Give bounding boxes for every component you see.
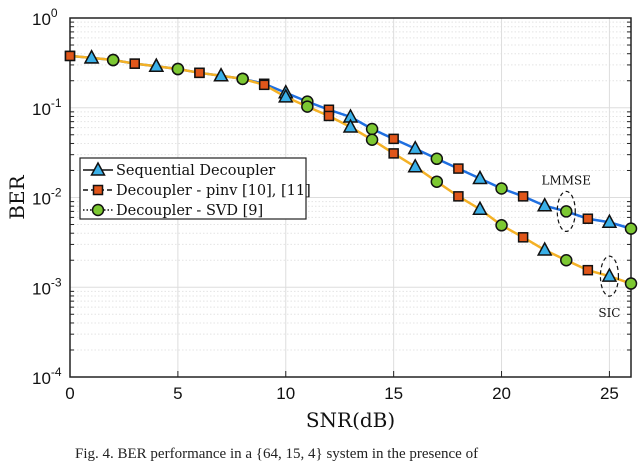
square-marker: [582, 264, 594, 276]
triangle-marker: [342, 118, 359, 133]
triangle-marker: [536, 197, 553, 212]
annotation-label: SIC: [598, 306, 620, 320]
square-marker: [194, 67, 205, 79]
circle-marker: [430, 175, 444, 188]
circle-marker: [106, 53, 120, 67]
circle-marker: [560, 253, 573, 267]
triangle-marker: [472, 200, 488, 215]
x-tick-label: 15: [384, 384, 403, 403]
triangle-marker: [601, 267, 618, 282]
y-axis-label: BER: [5, 174, 29, 219]
square-marker: [517, 232, 529, 243]
triangle-marker: [536, 241, 553, 256]
triangle-marker: [83, 49, 100, 64]
circle-marker: [365, 122, 379, 136]
triangle-marker: [472, 169, 488, 185]
circle-marker: [236, 72, 249, 86]
square-marker: [64, 50, 76, 62]
square-marker: [453, 191, 464, 202]
circle-marker: [171, 62, 185, 76]
square-marker: [92, 184, 104, 196]
x-axis-label: SNR(dB): [306, 408, 395, 432]
triangle-marker: [90, 161, 106, 176]
legend-label: Sequential Decoupler: [116, 163, 275, 179]
x-tick-label: 20: [492, 384, 511, 403]
square-marker: [582, 213, 594, 224]
y-tick-label: 10-4: [32, 365, 62, 388]
triangle-marker: [407, 140, 423, 155]
square-marker: [388, 133, 399, 145]
legend-label: Decoupler - SVD [9]: [116, 203, 263, 219]
square-marker: [517, 191, 529, 202]
circle-marker: [495, 182, 508, 195]
annotation-ellipse: [556, 190, 576, 233]
circle-marker: [301, 100, 314, 113]
triangle-marker: [601, 213, 618, 228]
triangle-marker: [148, 57, 165, 72]
square-marker: [453, 163, 464, 174]
y-tick-label: 100: [32, 6, 58, 29]
plot-frame: [69, 17, 632, 378]
triangle-marker: [278, 88, 294, 103]
y-tick-label: 10-2: [32, 186, 62, 209]
circle-marker: [624, 222, 638, 235]
x-tick-label: 5: [173, 384, 182, 403]
y-tick-label: 10-1: [32, 96, 62, 119]
circle-marker: [624, 277, 638, 290]
circle-marker: [560, 205, 573, 218]
square-marker: [388, 148, 399, 159]
x-tick-label: 0: [65, 384, 74, 403]
legend-box: [79, 157, 307, 220]
triangle-marker: [407, 158, 423, 173]
circle-marker: [430, 152, 444, 166]
triangle-marker: [213, 67, 229, 82]
circle-marker: [91, 203, 105, 217]
square-marker: [323, 110, 335, 122]
circle-marker: [495, 219, 508, 232]
square-marker: [258, 79, 270, 91]
annotation-ellipse: [599, 255, 620, 297]
circle-marker: [365, 133, 379, 147]
y-tick-label: 10-3: [32, 275, 62, 298]
x-tick-label: 10: [276, 384, 295, 403]
legend-label: Decoupler - pinv [10], [11]: [116, 183, 311, 199]
legend: Sequential Decoupler Decoupler - pinv [10…: [79, 157, 311, 220]
annotation-label: LMMSE: [542, 173, 592, 187]
figure-caption: Fig. 4. BER performance in a {64, 15, 4}…: [75, 446, 479, 462]
square-marker: [129, 58, 140, 69]
x-tick-label: 25: [600, 384, 619, 403]
